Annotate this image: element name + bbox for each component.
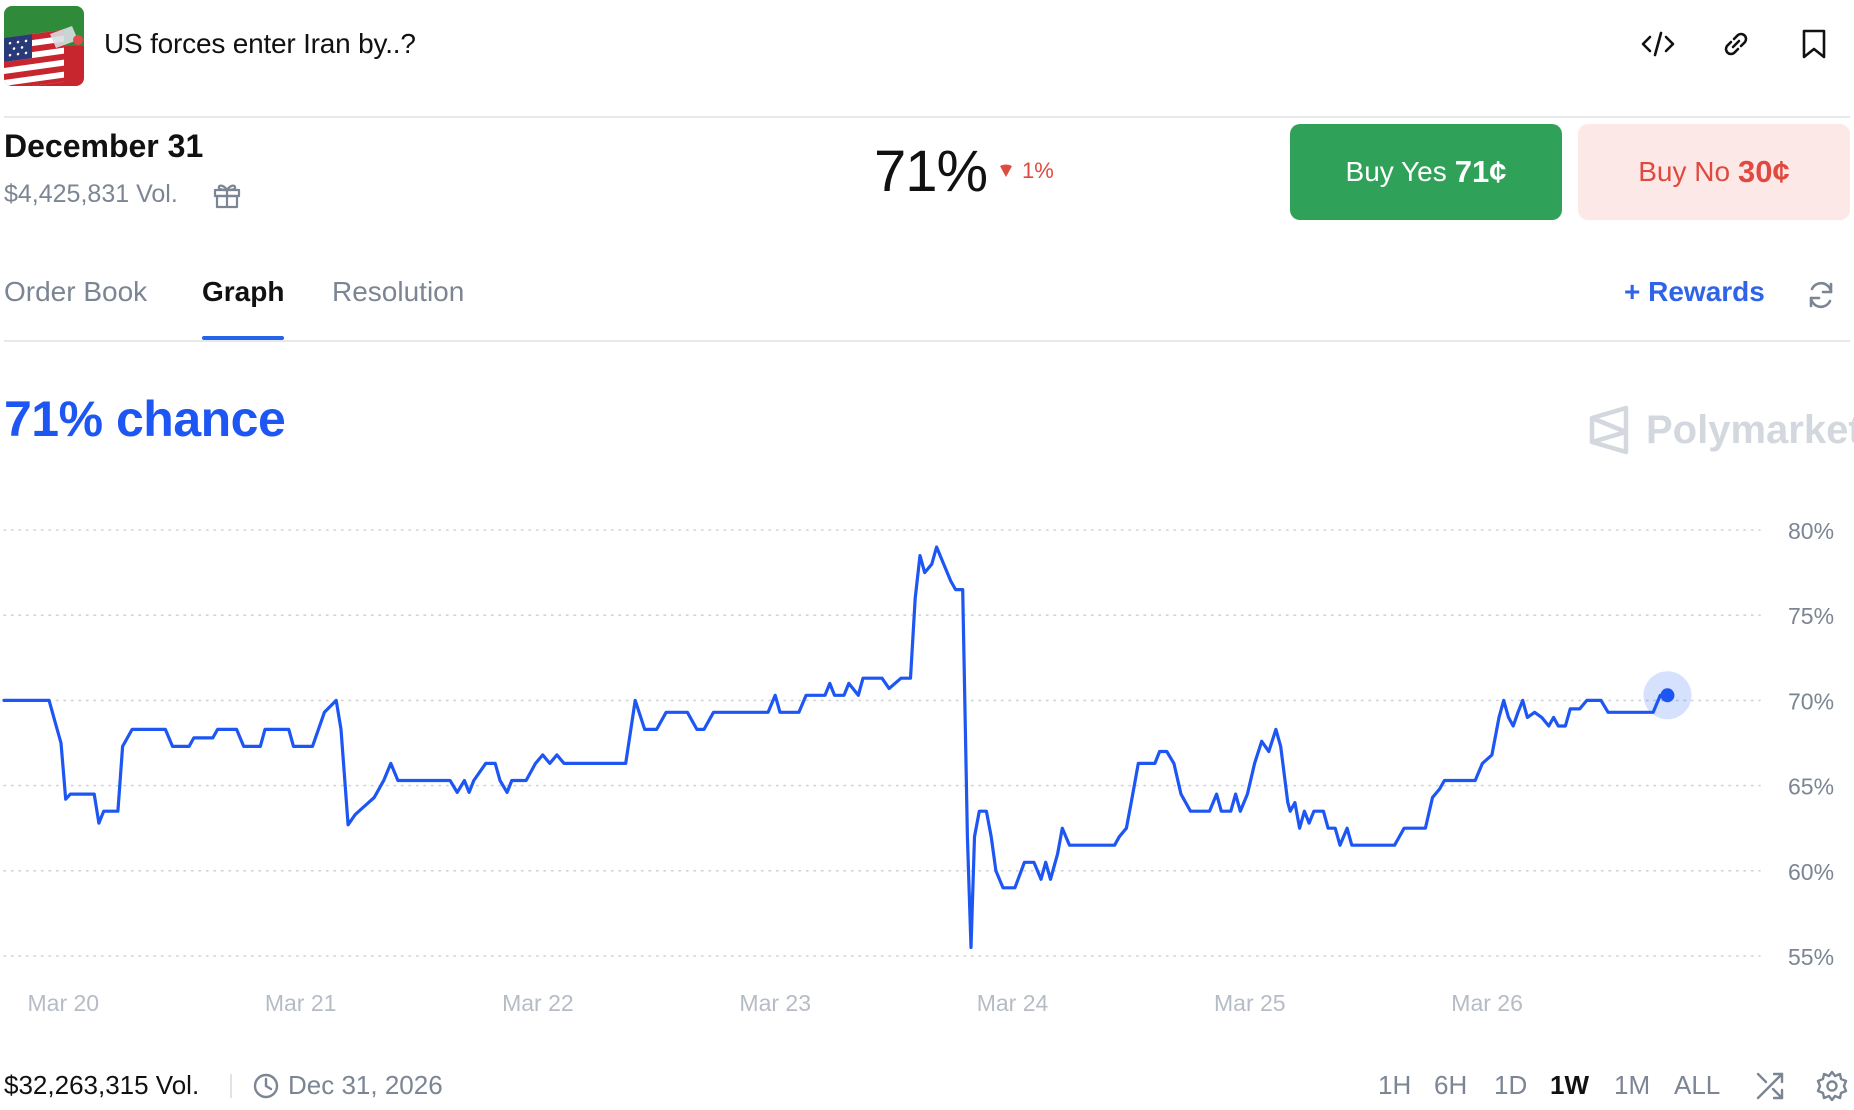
x-tick-label: Mar 23 — [739, 990, 811, 1016]
outcome-probability: 71% — [874, 139, 988, 204]
range-all[interactable]: ALL — [1674, 1070, 1721, 1100]
x-tick-label: Mar 21 — [265, 990, 337, 1016]
buy-yes-price: 71¢ — [1454, 154, 1507, 189]
polymarket-logo-icon — [1586, 404, 1634, 456]
rewards-button[interactable]: + Rewards — [1624, 276, 1765, 307]
probability-line — [2, 545, 1670, 950]
buy-yes-button[interactable]: Buy Yes 71¢ — [1290, 124, 1562, 220]
embed-code-icon[interactable] — [1640, 26, 1676, 62]
market-title: US forces enter Iran by..? — [104, 28, 416, 59]
link-icon[interactable] — [1718, 26, 1754, 62]
clock-icon — [252, 1072, 280, 1100]
gift-icon[interactable] — [212, 180, 242, 210]
change-value: 1% — [1022, 158, 1054, 183]
outcome-name: December 31 — [4, 128, 204, 164]
x-tick-label: Mar 24 — [977, 990, 1049, 1016]
y-tick-label: 70% — [1788, 688, 1834, 714]
market-header: US forces enter Iran by..? — [0, 0, 1854, 98]
range-1m[interactable]: 1M — [1614, 1070, 1651, 1100]
refresh-icon[interactable] — [1804, 278, 1838, 312]
tab-resolution[interactable]: Resolution — [332, 276, 465, 307]
footer-separator — [230, 1074, 232, 1098]
x-tick-label: Mar 25 — [1214, 990, 1286, 1016]
range-1h[interactable]: 1H — [1378, 1070, 1412, 1100]
total-volume: $32,263,315 Vol. — [4, 1070, 200, 1100]
x-tick-label: Mar 20 — [28, 990, 100, 1016]
y-tick-label: 60% — [1788, 859, 1834, 885]
buy-no-button[interactable]: Buy No 30¢ — [1578, 124, 1850, 220]
tab-order-book[interactable]: Order Book — [4, 276, 148, 307]
buy-no-price: 30¢ — [1738, 154, 1790, 189]
end-date: Dec 31, 2026 — [288, 1070, 443, 1100]
tabs-divider — [4, 340, 1850, 342]
range-6h[interactable]: 6H — [1434, 1070, 1468, 1100]
range-1w[interactable]: 1W — [1550, 1070, 1589, 1100]
current-point — [1660, 688, 1675, 703]
active-tab-indicator — [202, 336, 284, 340]
range-1d[interactable]: 1D — [1494, 1070, 1528, 1100]
down-triangle-icon — [1000, 164, 1012, 177]
settings-gear-icon[interactable] — [1816, 1070, 1848, 1102]
buy-yes-label: Buy Yes — [1345, 156, 1447, 187]
probability-chart[interactable]: 80% 75% 70% 65% 60% 55% Mar 20 Mar 21 Mar 22 Mar … — [0, 500, 1854, 1030]
bookmark-icon[interactable] — [1796, 26, 1832, 62]
chance-label: 71% chance — [4, 391, 286, 447]
y-tick-label: 80% — [1788, 518, 1834, 544]
x-tick-label: Mar 26 — [1451, 990, 1523, 1016]
tab-graph[interactable]: Graph — [202, 276, 285, 307]
shuffle-icon[interactable] — [1754, 1070, 1786, 1102]
y-tick-label: 55% — [1788, 944, 1834, 970]
y-tick-label: 75% — [1788, 603, 1834, 629]
y-tick-label: 65% — [1788, 774, 1834, 800]
header-divider — [4, 116, 1850, 118]
polymarket-brand: Polymarket — [1646, 408, 1854, 452]
probability-change: 1% — [998, 158, 1054, 184]
outcome-volume: $4,425,831 Vol. — [4, 180, 178, 208]
flag-thumbnail-icon[interactable] — [4, 6, 84, 86]
x-tick-label: Mar 22 — [502, 990, 574, 1016]
buy-no-label: Buy No — [1638, 156, 1731, 187]
